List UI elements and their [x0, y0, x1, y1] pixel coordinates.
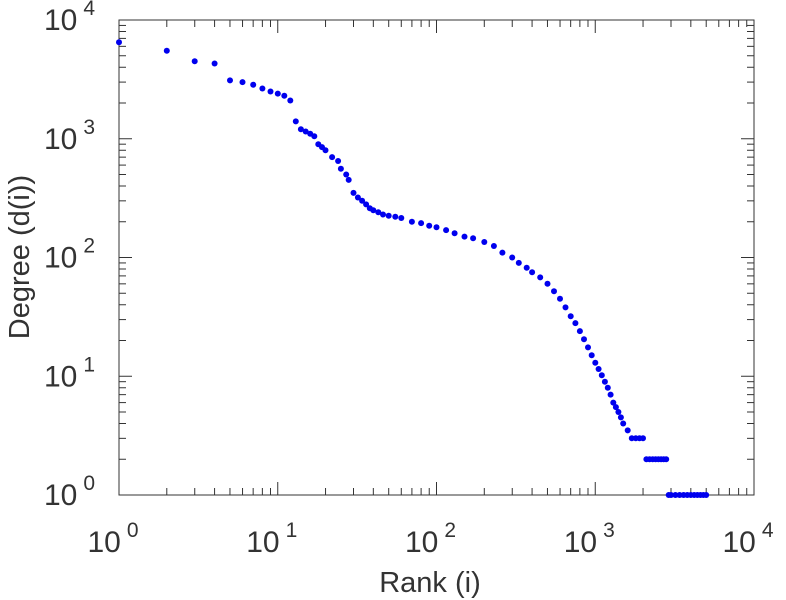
data-point — [163, 47, 170, 54]
data-point — [322, 147, 329, 154]
data-point — [607, 391, 614, 398]
data-point — [585, 344, 591, 351]
data-point — [610, 399, 617, 406]
data-point — [191, 58, 198, 65]
data-point — [116, 39, 122, 46]
data-point — [292, 118, 299, 125]
x-tick-label: 10 4 — [722, 519, 773, 559]
data-point — [640, 435, 646, 442]
data-point — [499, 249, 506, 256]
x-tick-label: 10 0 — [87, 519, 138, 559]
data-point — [380, 211, 386, 218]
data-point — [408, 218, 415, 225]
data-point — [592, 359, 599, 366]
data-point — [211, 60, 218, 67]
plot-frame — [118, 19, 755, 496]
data-point — [335, 158, 342, 164]
data-point — [302, 128, 309, 135]
data-point — [581, 336, 587, 343]
data-point — [601, 378, 608, 385]
data-point — [363, 201, 370, 208]
y-tick-label: 10 4 — [44, 0, 95, 37]
minor-ticks — [119, 20, 754, 495]
data-point — [615, 409, 622, 415]
data-point — [239, 79, 246, 86]
data-point — [515, 259, 522, 266]
data-point — [481, 239, 488, 245]
x-tick-label: 10 2 — [405, 519, 456, 559]
data-point — [672, 492, 679, 498]
data-point — [567, 313, 574, 320]
data-point — [470, 235, 477, 242]
data-point — [329, 154, 336, 161]
data-point — [398, 215, 405, 221]
data-point — [588, 352, 595, 359]
data-point — [576, 328, 583, 335]
data-point — [259, 85, 266, 92]
data-point — [612, 404, 619, 411]
data-point — [267, 88, 274, 95]
data-point — [337, 165, 344, 172]
data-point — [250, 81, 257, 88]
data-point — [523, 264, 530, 271]
data-point — [663, 456, 670, 463]
data-point — [703, 492, 710, 498]
data-point — [598, 372, 605, 379]
data-point — [287, 97, 294, 104]
data-point — [572, 320, 579, 327]
data-point — [385, 212, 392, 219]
data-point — [557, 295, 563, 302]
x-axis-label: Rank (i) — [379, 567, 481, 599]
data-point — [297, 126, 304, 133]
x-tick-label: 10 1 — [246, 519, 297, 559]
y-tick-label: 10 1 — [44, 353, 95, 393]
data-point — [418, 220, 425, 227]
y-axis-label: Degree (d(i)) — [4, 175, 36, 339]
data-point — [537, 274, 544, 281]
data-point — [668, 492, 674, 498]
data-point — [461, 233, 468, 240]
data-point — [490, 243, 497, 249]
x-tick-label: 10 3 — [564, 519, 615, 559]
data-point — [343, 171, 350, 178]
y-tick-label: 10 3 — [44, 116, 95, 156]
data-point — [370, 207, 377, 214]
data-point — [281, 92, 288, 99]
data-points — [116, 39, 710, 498]
data-point — [433, 224, 440, 231]
major-ticks — [118, 19, 755, 496]
data-point — [529, 269, 536, 276]
data-point — [617, 414, 624, 421]
data-point — [451, 230, 458, 237]
data-point — [604, 384, 611, 391]
data-point — [562, 304, 569, 311]
x-tick-labels: 10 0 10 1 10 2 10 3 10 4 — [87, 519, 773, 559]
data-point — [624, 427, 631, 434]
y-tick-label: 10 0 — [44, 472, 95, 512]
data-point — [426, 222, 433, 229]
data-point — [392, 213, 399, 220]
data-point — [375, 209, 382, 216]
y-tick-label: 10 2 — [44, 235, 95, 275]
data-point — [274, 90, 281, 97]
data-point — [227, 77, 233, 84]
data-point — [350, 189, 357, 196]
data-point — [544, 280, 551, 287]
data-point — [509, 254, 516, 261]
data-point — [345, 176, 352, 183]
data-point — [311, 133, 318, 140]
data-point — [443, 227, 450, 234]
data-point — [359, 197, 366, 204]
data-point — [551, 288, 557, 295]
data-point — [354, 194, 361, 201]
data-point — [595, 366, 602, 372]
data-point — [620, 420, 627, 427]
